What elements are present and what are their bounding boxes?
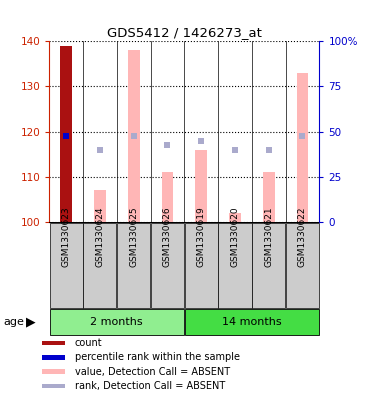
Text: GSM1330623: GSM1330623 xyxy=(62,206,71,267)
Text: count: count xyxy=(75,338,103,348)
Point xyxy=(232,147,238,153)
Bar xyxy=(42,384,65,388)
Bar xyxy=(185,223,218,308)
Text: GSM1330622: GSM1330622 xyxy=(298,206,307,267)
Text: value, Detection Call = ABSENT: value, Detection Call = ABSENT xyxy=(75,367,230,376)
Bar xyxy=(185,309,319,335)
Bar xyxy=(50,309,184,335)
Text: 2 months: 2 months xyxy=(91,317,143,327)
Point xyxy=(198,138,204,144)
Bar xyxy=(263,172,274,222)
Bar xyxy=(42,369,65,374)
Point xyxy=(97,147,103,153)
Bar xyxy=(128,50,139,222)
Text: 14 months: 14 months xyxy=(222,317,282,327)
Title: GDS5412 / 1426273_at: GDS5412 / 1426273_at xyxy=(107,26,262,39)
Bar xyxy=(83,223,116,308)
Text: GSM1330626: GSM1330626 xyxy=(163,206,172,267)
Point xyxy=(300,133,306,139)
Bar xyxy=(195,150,207,222)
Text: GSM1330625: GSM1330625 xyxy=(129,206,138,267)
Text: rank, Detection Call = ABSENT: rank, Detection Call = ABSENT xyxy=(75,381,225,391)
Text: GSM1330624: GSM1330624 xyxy=(95,206,104,267)
Bar xyxy=(151,223,184,308)
Bar xyxy=(42,355,65,360)
Text: GSM1330620: GSM1330620 xyxy=(230,206,239,267)
Text: GSM1330621: GSM1330621 xyxy=(264,206,273,267)
Text: ▶: ▶ xyxy=(26,316,36,329)
Bar xyxy=(286,223,319,308)
Text: GSM1330619: GSM1330619 xyxy=(197,206,206,267)
Bar xyxy=(297,73,308,222)
Bar xyxy=(229,213,241,222)
Bar xyxy=(94,190,106,222)
Bar xyxy=(252,223,285,308)
Point xyxy=(131,133,137,139)
Bar xyxy=(60,46,72,222)
Bar xyxy=(50,223,83,308)
Bar xyxy=(162,172,173,222)
Bar xyxy=(218,223,251,308)
Bar xyxy=(42,341,65,345)
Text: percentile rank within the sample: percentile rank within the sample xyxy=(75,353,240,362)
Text: age: age xyxy=(4,317,24,327)
Point xyxy=(165,142,170,149)
Point xyxy=(266,147,272,153)
Bar xyxy=(117,223,150,308)
Point xyxy=(63,133,69,139)
